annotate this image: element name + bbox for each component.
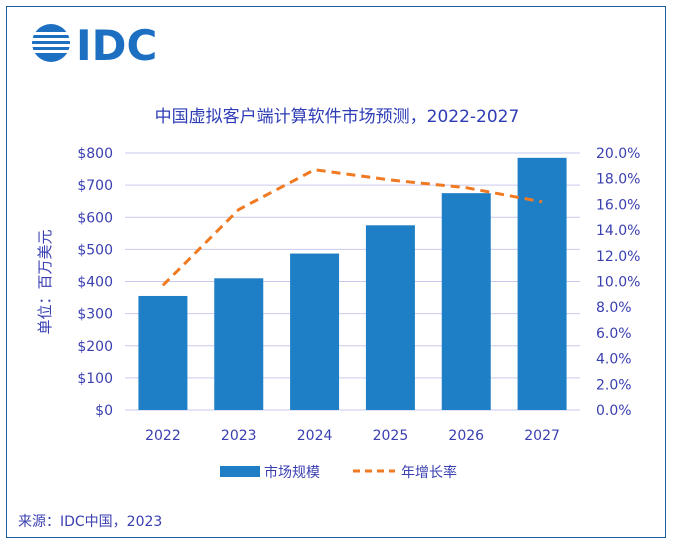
- right-tick-label: 8.0%: [596, 300, 632, 316]
- legend-swatch-bar: [220, 466, 260, 477]
- globe-icon: [30, 24, 72, 62]
- right-tick-label: 16.0%: [596, 197, 640, 213]
- right-tick-label: 12.0%: [596, 249, 640, 265]
- right-tick-label: 20.0%: [596, 146, 640, 162]
- legend: 市场规模 年增长率: [220, 464, 457, 481]
- x-tick-label: 2025: [373, 428, 409, 444]
- left-tick-label: $0: [95, 403, 113, 419]
- left-tick-label: $400: [77, 275, 113, 291]
- chart-title: 中国虚拟客户端计算软件市场预测，2022-2027: [155, 107, 520, 127]
- bar: [365, 225, 415, 410]
- x-tick-label: 2022: [145, 428, 181, 444]
- bar: [290, 253, 340, 410]
- logo-text: IDC: [76, 21, 157, 70]
- x-tick-label: 2027: [524, 428, 560, 444]
- right-tick-label: 14.0%: [596, 223, 640, 239]
- bar: [138, 295, 188, 410]
- x-tick-label: 2024: [297, 428, 333, 444]
- idc-logo: IDC: [30, 21, 157, 70]
- bar: [441, 193, 491, 410]
- bar-series: [138, 157, 567, 410]
- right-tick-label: 10.0%: [596, 275, 640, 291]
- left-tick-label: $600: [77, 210, 113, 226]
- left-axis-ticks: $800 $700 $600 $500 $400 $300 $200 $100 $0: [77, 146, 113, 419]
- right-tick-label: 6.0%: [596, 326, 632, 342]
- x-tick-label: 2023: [221, 428, 257, 444]
- left-tick-label: $700: [77, 178, 113, 194]
- bar: [214, 278, 264, 410]
- legend-label-line: 年增长率: [401, 464, 457, 481]
- source-note: 来源：IDC中国，2023: [18, 514, 162, 530]
- right-tick-label: 4.0%: [596, 352, 632, 368]
- right-tick-label: 18.0%: [596, 172, 640, 188]
- left-tick-label: $800: [77, 146, 113, 162]
- right-axis-ticks: 20.0% 18.0% 16.0% 14.0% 12.0% 10.0% 8.0% 6.0% 4.…: [596, 146, 640, 419]
- legend-label-bar: 市场规模: [264, 464, 320, 481]
- left-tick-label: $300: [77, 307, 113, 323]
- y-axis-label: 单位：百万美元: [36, 229, 54, 334]
- right-tick-label: 0.0%: [596, 403, 632, 419]
- left-tick-label: $500: [77, 242, 113, 258]
- bar: [517, 157, 567, 410]
- right-tick-label: 2.0%: [596, 377, 632, 393]
- left-tick-label: $200: [77, 339, 113, 355]
- growth-line: [161, 168, 543, 287]
- gridlines: [125, 152, 580, 411]
- x-axis-ticks: 2022 2023 2024 2025 2026 2027: [145, 428, 560, 444]
- x-tick-label: 2026: [448, 428, 484, 444]
- line-series: [161, 168, 543, 287]
- left-tick-label: $100: [77, 371, 113, 387]
